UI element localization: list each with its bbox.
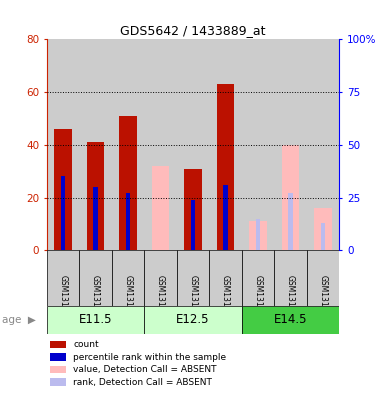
Bar [184, 169, 202, 250]
Bar [191, 200, 195, 250]
Text: percentile rank within the sample: percentile rank within the sample [73, 353, 226, 362]
Text: E11.5: E11.5 [79, 313, 112, 326]
Text: GSM1310178: GSM1310178 [286, 275, 295, 326]
Text: GSM1310173: GSM1310173 [58, 275, 67, 326]
Text: GSM1310174: GSM1310174 [156, 275, 165, 326]
Bar [47, 39, 79, 250]
Text: GSM1310176: GSM1310176 [91, 275, 100, 326]
Bar [177, 39, 209, 250]
Bar [274, 250, 307, 306]
Bar [112, 250, 144, 306]
Bar [223, 185, 228, 250]
Title: GDS5642 / 1433889_at: GDS5642 / 1433889_at [120, 24, 266, 37]
Bar [60, 176, 66, 250]
Bar [274, 39, 307, 250]
Bar [144, 306, 242, 334]
Bar [93, 187, 98, 250]
Bar [242, 39, 274, 250]
Bar [47, 306, 144, 334]
Bar [307, 39, 339, 250]
Bar [79, 39, 112, 250]
Bar [119, 116, 137, 250]
Bar [144, 39, 177, 250]
Text: E14.5: E14.5 [274, 313, 307, 326]
Bar [50, 366, 66, 373]
Bar [314, 208, 332, 250]
Bar [242, 306, 339, 334]
Bar [209, 250, 242, 306]
Text: GSM1310177: GSM1310177 [188, 275, 198, 326]
Bar [87, 142, 105, 250]
Bar [249, 221, 267, 250]
Bar [288, 193, 293, 250]
Text: E12.5: E12.5 [176, 313, 210, 326]
Bar [50, 341, 66, 349]
Text: GSM1310180: GSM1310180 [221, 275, 230, 326]
Text: GSM1310175: GSM1310175 [254, 275, 262, 326]
Bar [255, 219, 261, 250]
Bar [307, 250, 339, 306]
Bar [112, 39, 144, 250]
Bar [54, 129, 72, 250]
Bar [321, 223, 326, 250]
Text: age  ▶: age ▶ [2, 315, 36, 325]
Text: rank, Detection Call = ABSENT: rank, Detection Call = ABSENT [73, 378, 212, 387]
Text: count: count [73, 340, 99, 349]
Bar [50, 378, 66, 386]
Bar [282, 145, 300, 250]
Bar [152, 166, 170, 250]
Bar [79, 250, 112, 306]
Bar [126, 193, 131, 250]
Bar [50, 353, 66, 361]
Bar [47, 250, 79, 306]
Text: GSM1310179: GSM1310179 [124, 275, 133, 326]
Bar [242, 250, 274, 306]
Bar [209, 39, 242, 250]
Bar [216, 84, 234, 250]
Text: GSM1310181: GSM1310181 [319, 275, 328, 326]
Text: value, Detection Call = ABSENT: value, Detection Call = ABSENT [73, 365, 216, 374]
Bar [144, 250, 177, 306]
Bar [177, 250, 209, 306]
